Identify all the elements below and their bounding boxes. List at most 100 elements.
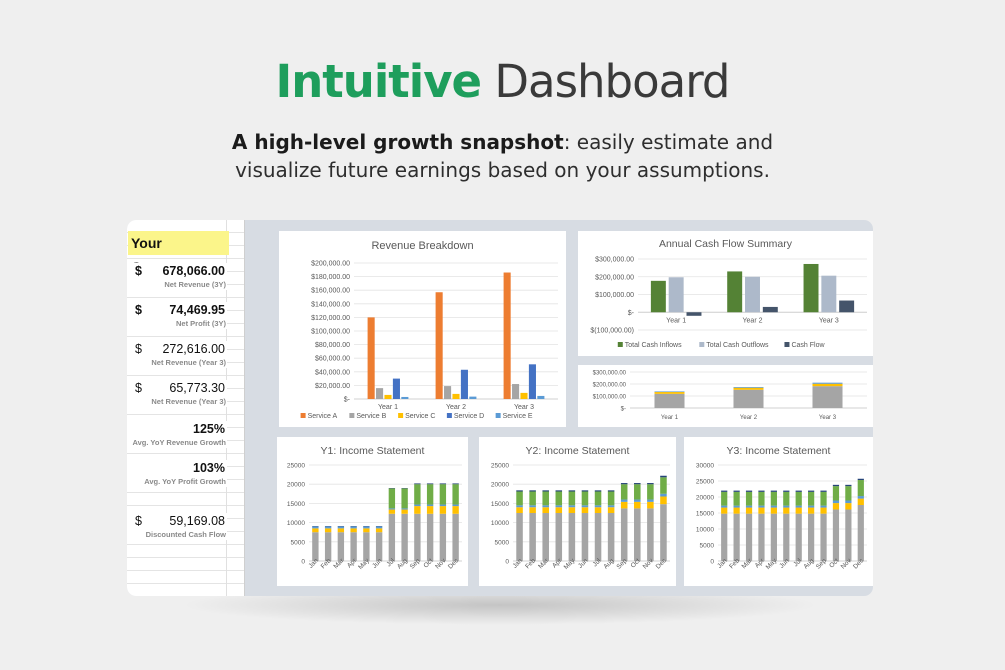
- bar-segment: [375, 528, 383, 533]
- bar-segment: [783, 490, 790, 492]
- bar-segment: [812, 382, 843, 384]
- bar-segment: [634, 483, 641, 485]
- kpi-value-row: $74,469.95: [127, 302, 227, 318]
- bar-segment: [647, 508, 654, 561]
- bar: [727, 271, 743, 313]
- kpi-value-row: $59,169.08: [127, 513, 227, 529]
- bar-segment: [375, 532, 383, 561]
- bar-segment: [845, 484, 852, 487]
- bar-segment: [426, 513, 434, 561]
- bar-segment: [414, 484, 421, 505]
- bar: [520, 392, 528, 399]
- y-tick-label: 20000: [696, 495, 714, 502]
- y-tick-label: $120,000.00: [311, 315, 350, 322]
- bar-segment: [660, 496, 667, 505]
- y-tick-label: 20000: [491, 482, 509, 489]
- bar-segment: [581, 507, 589, 513]
- y-tick-label: $-: [344, 397, 351, 404]
- bar-segment: [568, 490, 576, 492]
- bar-segment: [568, 513, 576, 561]
- bar-segment: [857, 505, 864, 561]
- bar-segment: [350, 526, 357, 529]
- annual-stacked-chart[interactable]: $- $100,000.00 $200,000.00 $300,000.00 Year …: [578, 365, 873, 427]
- y-tick-label: $100,000.00: [595, 292, 634, 299]
- y-tick-label: $160,000.00: [311, 288, 350, 295]
- annual-cash-flow-chart[interactable]: Annual Cash Flow Summary $(100,000.00) $- $…: [578, 231, 873, 356]
- bar-segment: [857, 498, 864, 505]
- legend-label: Total Cash Outflows: [706, 342, 769, 349]
- legend-label: Total Cash Inflows: [625, 342, 682, 349]
- bar-segment: [452, 513, 459, 561]
- y-tick-label: 10000: [696, 527, 714, 534]
- bar-segment: [654, 392, 685, 394]
- bar-segment: [654, 391, 685, 393]
- bar-segment: [607, 505, 615, 508]
- legend-label: Service A: [308, 413, 338, 420]
- bar-segment: [516, 513, 523, 561]
- bar-segment: [594, 507, 602, 513]
- bar-segment: [832, 509, 840, 561]
- bar-segment: [845, 509, 852, 561]
- bar-segment: [594, 490, 602, 492]
- kpi-value: 678,066.00: [162, 264, 225, 278]
- chart-title: Y2: Income Statement: [526, 445, 630, 457]
- y-tick-label: $140,000.00: [311, 301, 350, 308]
- kpi-value: 65,773.30: [169, 381, 225, 395]
- kpi-cell[interactable]: 103% Avg. YoY Profit Growth: [127, 460, 227, 487]
- bar-segment: [770, 490, 777, 492]
- bar: [444, 386, 452, 399]
- bar-segment: [350, 532, 357, 561]
- bar-segment: [857, 496, 864, 499]
- bar-segment: [620, 484, 628, 500]
- kpi-label: Net Revenue (Year 3): [151, 397, 226, 406]
- kpi-cell[interactable]: $74,469.95 Net Profit (3Y): [127, 302, 227, 329]
- y1-income-chart[interactable]: Y1: Income Statement 0 5000 10000 15000 20000…: [277, 437, 468, 586]
- y-tick-label: 10000: [287, 520, 305, 527]
- kpi-currency: $: [135, 381, 142, 395]
- x-tick-label: Year 2: [740, 415, 758, 421]
- bar: [762, 306, 778, 313]
- kpi-value: 103%: [193, 461, 225, 475]
- x-tick-label: Year 2: [743, 317, 763, 324]
- x-tick-label: Year 3: [514, 404, 534, 411]
- kpi-cell[interactable]: $65,773.30 Net Revenue (Year 3): [127, 380, 227, 407]
- kpi-label: Discounted Cash Flow: [145, 530, 226, 539]
- bar: [401, 396, 409, 399]
- chart-title: Y1: Income Statement: [321, 445, 425, 457]
- y-tick-label: $-: [621, 407, 626, 413]
- company-name-cell[interactable]: Your Company: [128, 231, 229, 275]
- bar-segment: [770, 505, 777, 508]
- y-tick-label: $100,000.00: [311, 329, 350, 336]
- bar-segment: [414, 513, 421, 561]
- kpi-cell[interactable]: 125% Avg. YoY Revenue Growth: [127, 421, 227, 448]
- bar-segment: [845, 503, 852, 510]
- kpi-cell[interactable]: $59,169.08 Discounted Cash Flow: [127, 513, 227, 540]
- kpi-currency: $: [135, 264, 142, 278]
- bar-segment: [542, 507, 549, 513]
- revenue-breakdown-chart[interactable]: Revenue Breakdown $- $20,000.00 $40,000.00 $…: [279, 231, 566, 427]
- y-tick-label: $300,000.00: [595, 257, 634, 264]
- legend-swatch: [495, 413, 501, 418]
- bar-segment: [426, 504, 434, 507]
- chart-legend: Service A Service B Service C Service D Serv…: [300, 413, 533, 420]
- bar-segment: [758, 505, 765, 508]
- bar-segment: [568, 507, 576, 513]
- kpi-cell[interactable]: $678,066.00 Net Revenue (3Y): [127, 263, 227, 290]
- y-tick-label: 25000: [491, 463, 509, 470]
- kpi-value: 125%: [193, 422, 225, 436]
- bar: [376, 388, 384, 399]
- bar-segment: [439, 504, 447, 507]
- bar-segment: [808, 507, 815, 514]
- y2-income-chart[interactable]: Y2: Income Statement 0 5000 10000 15000 20000…: [479, 437, 676, 586]
- kpi-cell[interactable]: $272,616.00 Net Revenue (Year 3): [127, 341, 227, 368]
- y3-income-chart[interactable]: Y3: Income Statement 0 5000 10000 15000 20000…: [684, 437, 873, 586]
- bar-segment: [783, 491, 790, 506]
- bar-segment: [733, 505, 740, 508]
- bar-segment: [620, 499, 628, 502]
- legend-swatch: [349, 413, 355, 418]
- bar: [528, 364, 536, 399]
- y-tick-label: $80,000.00: [315, 342, 350, 349]
- x-tick-label: Year 2: [446, 404, 466, 411]
- bar-segment: [634, 484, 641, 500]
